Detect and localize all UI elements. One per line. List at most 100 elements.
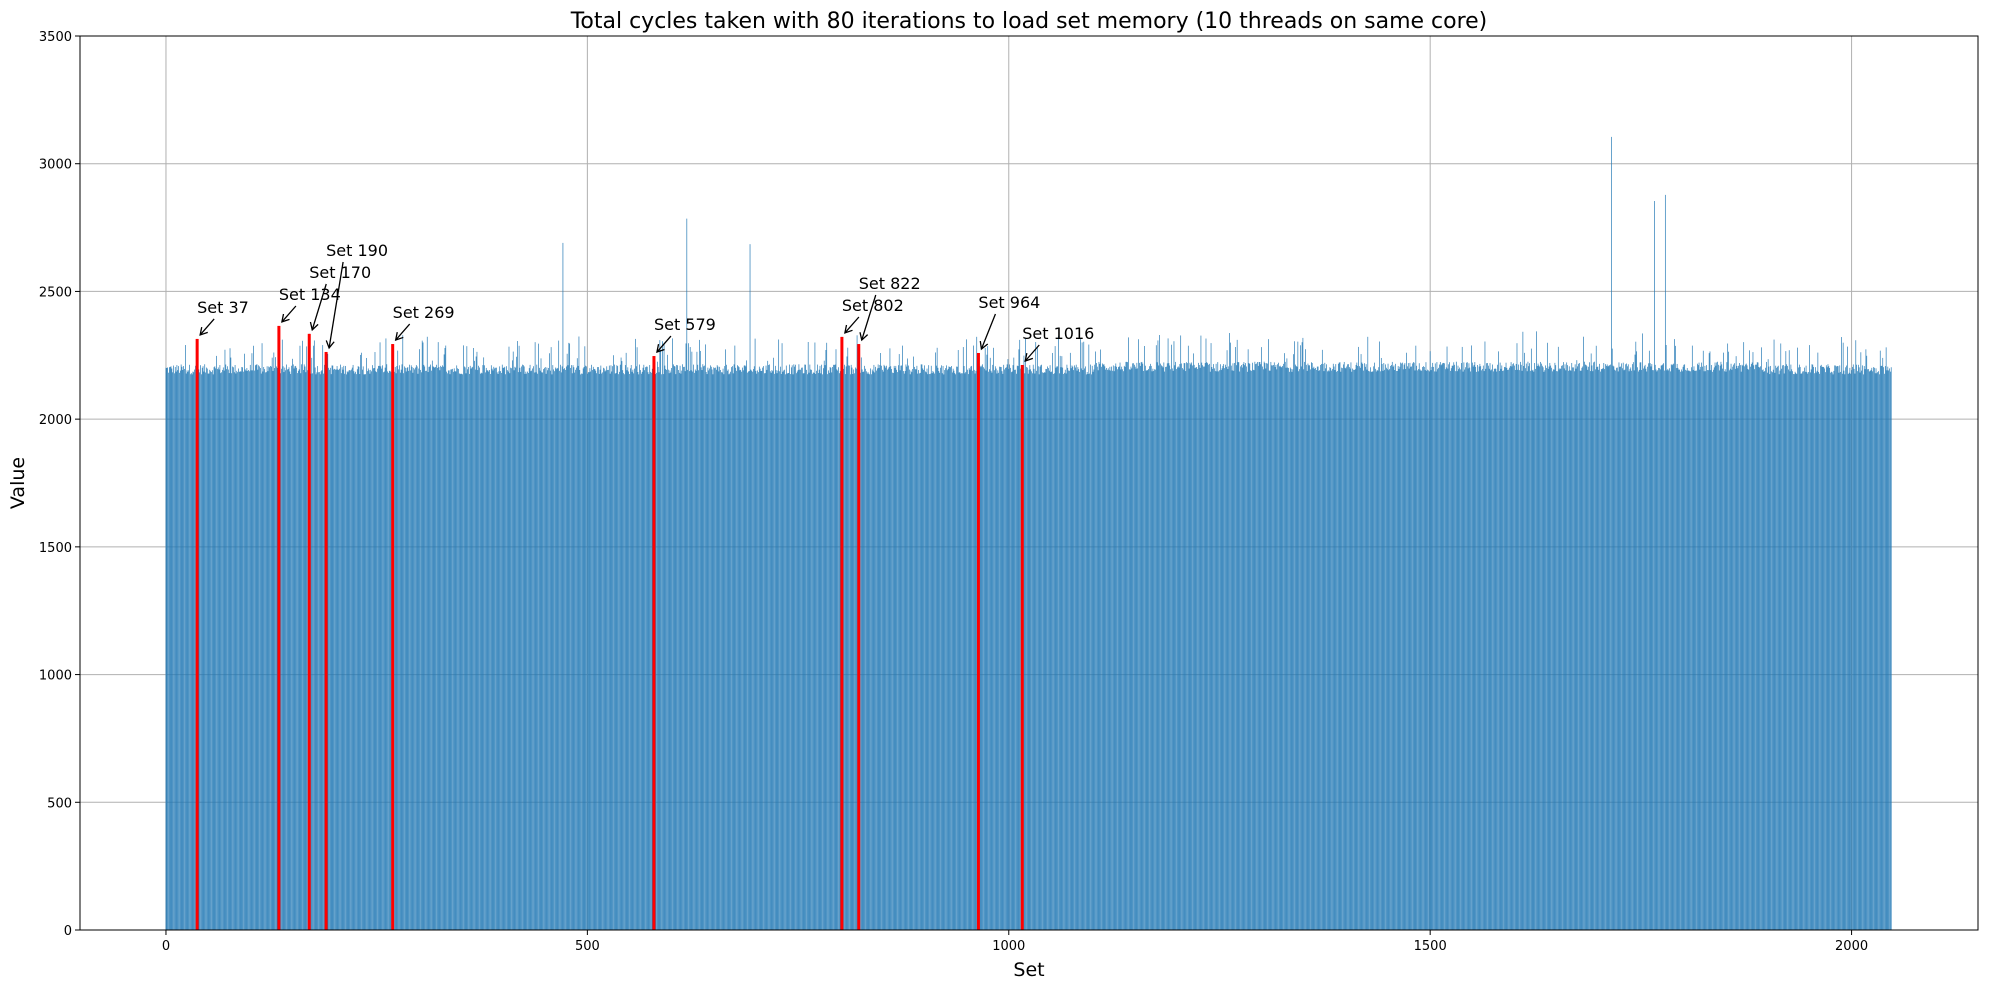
bar	[1483, 371, 1485, 931]
bar	[1501, 365, 1503, 930]
bar	[219, 365, 221, 930]
bar	[1261, 347, 1262, 930]
bar	[440, 365, 442, 930]
bar	[295, 365, 297, 930]
bar	[432, 366, 434, 931]
bar	[418, 368, 420, 930]
bar	[1036, 370, 1037, 930]
bar	[687, 369, 689, 930]
bar	[199, 372, 201, 931]
bar	[1142, 363, 1144, 930]
bar	[1058, 335, 1059, 931]
bar	[428, 366, 430, 931]
bar	[942, 365, 944, 930]
bar	[1076, 370, 1078, 930]
bar	[1288, 367, 1289, 930]
bar	[244, 353, 245, 930]
bar	[185, 373, 187, 930]
arrow-head-icon	[844, 324, 853, 334]
bar	[1124, 366, 1126, 930]
bar	[861, 369, 863, 930]
bar	[1515, 363, 1517, 931]
bar	[673, 365, 675, 930]
bar	[1820, 365, 1821, 931]
bar	[1401, 363, 1402, 931]
bar	[1231, 370, 1233, 931]
bar	[1458, 369, 1460, 930]
bar	[1563, 368, 1565, 930]
bar	[1203, 366, 1204, 930]
bar	[958, 372, 960, 930]
bar	[1340, 371, 1342, 930]
bar	[769, 371, 771, 930]
bar	[1289, 367, 1291, 930]
bar	[805, 364, 806, 930]
bar	[1590, 353, 1592, 931]
bar	[1206, 362, 1208, 930]
bar	[1512, 364, 1514, 931]
bar	[1710, 370, 1712, 931]
bar	[1863, 366, 1865, 931]
bar	[1192, 365, 1193, 930]
bar	[528, 368, 530, 930]
bar	[1199, 367, 1201, 930]
bar	[474, 360, 475, 931]
bar	[1822, 366, 1824, 930]
bar	[305, 372, 307, 930]
bar	[611, 371, 613, 930]
bar	[176, 365, 178, 930]
bar	[778, 339, 780, 930]
bar	[460, 373, 462, 930]
bar	[1626, 363, 1627, 931]
bar	[1237, 362, 1239, 930]
bar	[541, 372, 543, 930]
bar	[446, 371, 447, 930]
bar	[1474, 362, 1476, 930]
bar	[1750, 364, 1752, 931]
bar	[1750, 366, 1751, 930]
bar	[919, 373, 920, 930]
bar	[243, 371, 244, 930]
bar	[1038, 374, 1040, 930]
bar	[920, 364, 922, 930]
bar	[561, 366, 563, 931]
bar	[1823, 367, 1825, 931]
bar	[1726, 362, 1728, 930]
bar	[451, 369, 453, 930]
bar	[615, 372, 617, 930]
bar	[313, 340, 315, 930]
bar	[207, 373, 209, 930]
bar	[1399, 366, 1401, 930]
bar	[1267, 363, 1268, 930]
bar	[617, 366, 619, 930]
bar	[1019, 339, 1021, 931]
bar	[1094, 364, 1096, 930]
bar	[1487, 365, 1489, 930]
bar	[913, 356, 914, 930]
bar	[1698, 362, 1700, 931]
bar	[1867, 369, 1868, 931]
bar	[1118, 366, 1120, 930]
bar	[1028, 369, 1030, 930]
bar	[826, 342, 828, 930]
bar	[848, 365, 849, 931]
bar	[1194, 368, 1196, 931]
bar	[1670, 364, 1672, 931]
bar	[1116, 366, 1117, 931]
bar	[1559, 368, 1561, 930]
bar	[1393, 365, 1395, 930]
bar	[1879, 350, 1881, 930]
bar	[450, 369, 452, 930]
bar	[378, 365, 380, 930]
bar	[957, 350, 959, 931]
bar	[1214, 368, 1215, 930]
bar	[1011, 371, 1013, 930]
bar	[1060, 367, 1062, 930]
bar	[908, 369, 910, 930]
bar	[198, 369, 200, 930]
bar	[1353, 369, 1355, 930]
bar	[1112, 365, 1114, 930]
bar	[284, 367, 286, 931]
bar	[1711, 365, 1713, 930]
bar	[701, 370, 703, 930]
